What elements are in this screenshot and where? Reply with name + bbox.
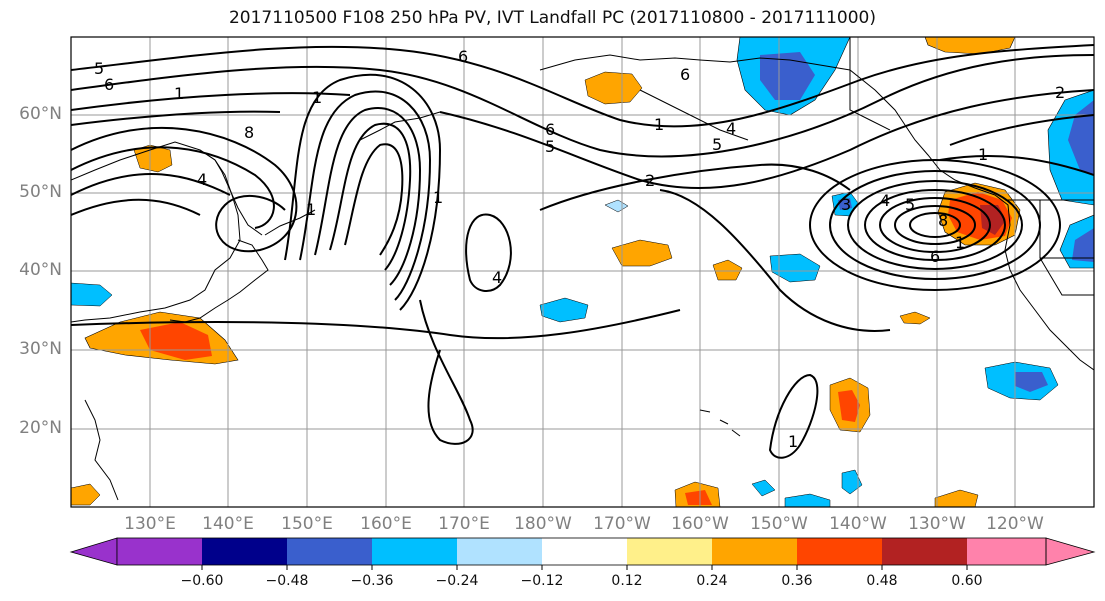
colorbar-bin — [457, 538, 542, 565]
lon-label: 170°W — [593, 514, 651, 534]
colorbar-tick-label: −0.24 — [435, 573, 479, 589]
negative-core-east2 — [1072, 228, 1094, 262]
colorbar-tick-label: 0.48 — [866, 573, 898, 589]
coast-hawaii — [699, 409, 741, 437]
contour-label: 1 — [978, 145, 988, 164]
contour-label: 4 — [197, 170, 207, 189]
colorbar-tick-label: 0.24 — [696, 573, 728, 589]
negative-core-east — [1068, 100, 1094, 175]
contour-label: 6 — [680, 65, 690, 84]
coast-asia — [71, 141, 241, 323]
contour-label: 6 — [458, 47, 468, 66]
coast-kamchatka — [199, 149, 263, 236]
colorbar-tick-label: −0.60 — [180, 573, 224, 589]
negative-region-174e — [539, 297, 589, 323]
coast-bc — [849, 37, 891, 131]
lon-label: 160°W — [671, 514, 729, 534]
contour-label: 3 — [841, 195, 851, 214]
colorbar-bin — [882, 538, 967, 565]
contour-label: 6 — [545, 120, 555, 139]
colorbar-tick-label: 0.12 — [611, 573, 643, 589]
contour-label: 5 — [545, 137, 555, 156]
colorbar — [69, 537, 1096, 570]
contour-label: 4 — [492, 268, 502, 287]
positive-region-south2 — [934, 489, 979, 507]
coast-philippines — [84, 399, 119, 501]
colorbar-extend-low — [69, 537, 118, 566]
lon-label: 180°W — [514, 514, 572, 534]
figure-title: 2017110500 F108 250 hPa PV, IVT Landfall… — [228, 8, 876, 28]
colorbar-bin — [967, 538, 1046, 565]
map-background — [71, 37, 1094, 507]
colorbar-bin — [542, 538, 627, 565]
contour-label: 1 — [955, 233, 965, 252]
contour-label: 5 — [712, 135, 722, 154]
contour-label: 4 — [880, 191, 890, 210]
colorbar-tick-label: −0.12 — [520, 573, 564, 589]
colorbar-bin — [117, 538, 202, 565]
lon-label: 170°E — [438, 514, 490, 534]
contour-label: 5 — [94, 59, 104, 78]
contour-label: 5 — [905, 195, 915, 214]
lon-label: 130°W — [908, 514, 966, 534]
positive-region-sw — [71, 483, 101, 506]
colorbar-tick-label: −0.48 — [265, 573, 309, 589]
lat-label: 50°N — [19, 182, 62, 202]
contour-label: 2 — [1055, 83, 1065, 102]
contour-label: 2 — [645, 171, 655, 190]
lon-label: 130°E — [124, 514, 176, 534]
lon-label: 160°E — [360, 514, 412, 534]
contour-label: 1 — [433, 188, 443, 207]
colorbar-bin — [372, 538, 457, 565]
lon-label: 140°E — [202, 514, 254, 534]
coast-aleutians — [359, 111, 441, 141]
colorbar-extend-high — [1045, 537, 1096, 566]
contour-label: 6 — [104, 75, 114, 94]
positive-region-152w — [712, 259, 743, 281]
contour-label: 1 — [654, 115, 664, 134]
coast-alaska-peninsula — [639, 89, 749, 141]
coastlines — [71, 37, 1094, 501]
contour-label: 4 — [726, 119, 736, 138]
contour-label: 1 — [788, 432, 798, 451]
colorbar-tick-label: 0.36 — [781, 573, 813, 589]
lat-label: 30°N — [19, 339, 62, 359]
lon-label: 150°W — [750, 514, 808, 534]
negative-region-150w — [769, 253, 821, 283]
coast-japan — [169, 239, 269, 323]
positive-region-chukchi — [584, 71, 643, 105]
contour-label: 8 — [938, 211, 948, 230]
colorbar-bin — [627, 538, 712, 565]
contour-label: 1 — [174, 84, 184, 103]
positive-region-small — [899, 311, 931, 325]
negative-region-west — [71, 282, 113, 307]
lat-label: 20°N — [19, 418, 62, 438]
colorbar-bin — [287, 538, 372, 565]
lon-label: 140°W — [829, 514, 887, 534]
contour-label: 6 — [930, 247, 940, 266]
colorbar-bin — [202, 538, 287, 565]
lat-label: 60°N — [19, 104, 62, 124]
coast-alaska — [539, 54, 1094, 371]
contour-label: 1 — [306, 200, 316, 219]
negative-core-gulf — [760, 52, 815, 100]
lon-label: 150°E — [281, 514, 333, 534]
colorbar-tick-label: 0.60 — [951, 573, 983, 589]
shading-layer — [71, 37, 1094, 507]
contour-label: 8 — [244, 123, 254, 142]
pv-contours — [71, 44, 1094, 459]
colorbar-bin — [712, 538, 797, 565]
colorbar-tick-label: −0.36 — [350, 573, 394, 589]
colorbar-bin — [797, 538, 882, 565]
contour-label: 1 — [312, 88, 322, 107]
map-frame — [70, 36, 1095, 508]
lon-label: 120°W — [986, 514, 1044, 534]
lat-label: 40°N — [19, 260, 62, 280]
contour-labels: 5 6 1 8 4 1 6 6 5 2 1 4 5 6 1 3 4 5 6 8 … — [94, 47, 1065, 451]
